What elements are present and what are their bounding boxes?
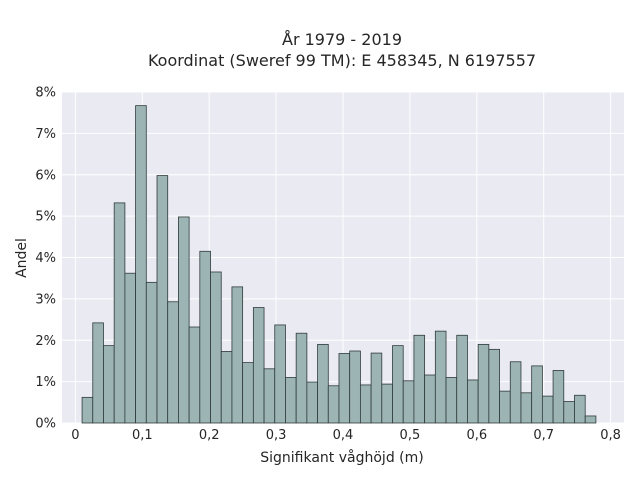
y-tick-label: 8% bbox=[35, 86, 56, 101]
y-tick-label: 5% bbox=[35, 210, 56, 225]
x-tick-label: 0,1 bbox=[132, 428, 153, 443]
histogram-bar bbox=[295, 332, 308, 424]
histogram-bar bbox=[113, 202, 126, 424]
histogram-bar bbox=[552, 370, 565, 424]
x-tick-label: 0,5 bbox=[400, 428, 421, 443]
histogram-bar bbox=[263, 368, 276, 424]
histogram-bar bbox=[456, 334, 468, 424]
x-tick-label: 0 bbox=[71, 428, 79, 443]
y-tick-label: 3% bbox=[35, 292, 56, 307]
histogram-bar bbox=[188, 326, 201, 424]
histogram-bar bbox=[220, 351, 233, 424]
histogram-bar bbox=[445, 377, 458, 424]
histogram-bar bbox=[488, 348, 500, 424]
histogram-bar bbox=[424, 374, 436, 424]
x-tick-label: 0,4 bbox=[333, 428, 354, 443]
histogram-bar bbox=[381, 383, 393, 424]
histogram-bar bbox=[499, 390, 511, 424]
histogram-bar bbox=[338, 353, 351, 424]
histogram-bar bbox=[392, 345, 404, 424]
histogram-bar bbox=[574, 394, 586, 424]
histogram-bar bbox=[402, 380, 415, 424]
y-tick-label: 6% bbox=[35, 168, 56, 183]
histogram-bar bbox=[467, 379, 479, 424]
x-tick-label: 0,6 bbox=[466, 428, 487, 443]
histogram-bar bbox=[252, 307, 265, 424]
x-axis-label: Signifikant våghöjd (m) bbox=[260, 449, 423, 466]
histogram-bar bbox=[103, 345, 115, 424]
histogram-bar bbox=[349, 350, 361, 424]
histogram-bar bbox=[370, 352, 383, 424]
y-tick-label: 4% bbox=[35, 251, 56, 266]
x-tick-label: 0,2 bbox=[199, 428, 220, 443]
x-tick-label: 0,8 bbox=[600, 428, 621, 443]
histogram-bar bbox=[584, 415, 597, 424]
histogram-bar bbox=[124, 272, 136, 424]
histogram-bar bbox=[242, 362, 254, 424]
histogram-bar bbox=[178, 216, 190, 424]
histogram-bar bbox=[359, 384, 372, 424]
histogram-bar bbox=[327, 385, 340, 424]
histogram-bar bbox=[135, 105, 147, 424]
histogram-bar bbox=[509, 361, 522, 424]
histogram-bar bbox=[210, 271, 222, 424]
histogram-bar bbox=[274, 324, 286, 424]
y-axis-label: Andel bbox=[14, 238, 30, 278]
histogram-bar bbox=[531, 365, 543, 424]
histogram-bar bbox=[434, 330, 447, 424]
y-tick-label: 2% bbox=[35, 334, 56, 349]
histogram-bar bbox=[563, 401, 575, 424]
histogram-bar bbox=[306, 381, 318, 424]
histogram-bar bbox=[156, 175, 169, 424]
histogram-bar bbox=[231, 286, 244, 424]
x-tick-label: 0,3 bbox=[266, 428, 287, 443]
chart-title-line-2: Koordinat (Sweref 99 TM): E 458345, N 61… bbox=[148, 51, 536, 70]
chart-title-line-1: År 1979 - 2019 bbox=[282, 30, 402, 49]
histogram-bar bbox=[413, 334, 426, 424]
y-tick-label: 0% bbox=[35, 417, 56, 432]
histogram-bar bbox=[541, 395, 554, 424]
plot-area: 0% 1% 2% 3% 4% 5% 6% 7% 8% 0 0,1 0,2 0,3 0,4 0,5 0,6 0,7… bbox=[35, 86, 624, 443]
histogram-bar bbox=[317, 343, 329, 424]
histogram-bar bbox=[92, 322, 104, 424]
histogram-bar bbox=[199, 250, 211, 424]
y-tick-label: 7% bbox=[35, 127, 56, 142]
histogram-bar bbox=[520, 392, 533, 424]
histogram-bar bbox=[285, 377, 297, 424]
histogram-bar bbox=[167, 301, 179, 424]
x-tick-label: 0,7 bbox=[533, 428, 554, 443]
y-tick-label: 1% bbox=[35, 375, 56, 390]
histogram-bar bbox=[145, 281, 158, 424]
histogram-bar bbox=[477, 343, 490, 424]
histogram-bar bbox=[81, 396, 94, 424]
